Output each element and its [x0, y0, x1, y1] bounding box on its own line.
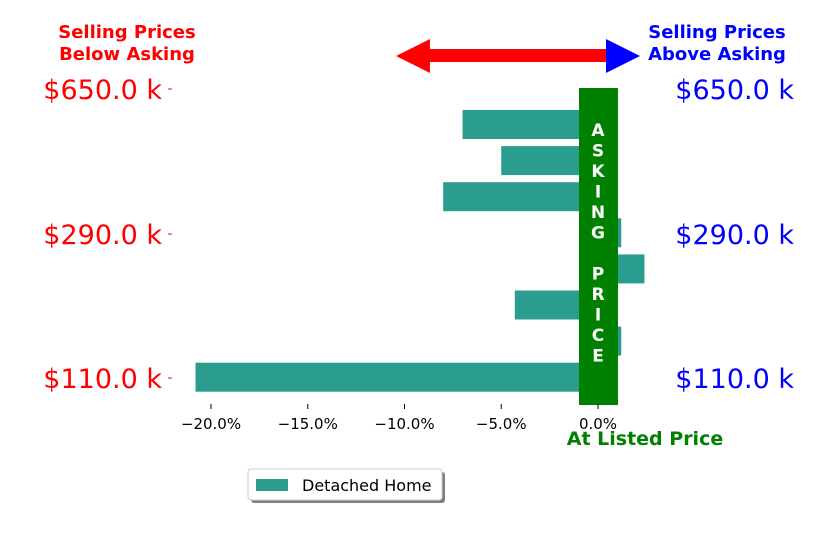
at-listed-price-label: At Listed Price [567, 428, 723, 450]
x-tick-label: 0.0% [579, 415, 617, 433]
asking-price-letter: P [592, 265, 604, 285]
x-tick-label: −20.0% [181, 415, 241, 433]
legend-box [247, 468, 443, 501]
y-axis-left: $110.0 k $290.0 k $650.0 k [43, 75, 172, 395]
y-tick-label-right: $110.0 k [675, 364, 794, 395]
below-asking-label-line2: Below Asking [59, 44, 195, 65]
arrow-shaft-red [428, 49, 608, 62]
x-tick-label: −15.0% [278, 415, 338, 433]
below-asking-label-line1: Selling Prices [58, 22, 195, 43]
y-tick-label-right: $290.0 k [675, 220, 794, 251]
arrow-right-head-icon [606, 39, 640, 73]
bar-5 [443, 182, 598, 212]
asking-price-letter: K [591, 162, 605, 182]
y-axis-right: $110.0 k $290.0 k $650.0 k [675, 75, 794, 395]
asking-price-letter: E [592, 347, 604, 367]
asking-price-letter: I [595, 183, 601, 203]
bar-7 [462, 110, 598, 139]
arrow-left-head-icon [396, 39, 430, 73]
x-axis: −20.0% −15.0% −10.0% −5.0% 0.0% [181, 404, 617, 433]
y-tick-label-left: $290.0 k [43, 220, 162, 251]
asking-price-letter: S [592, 142, 604, 162]
asking-price-band [579, 88, 618, 405]
legend: Detached Home [247, 468, 445, 503]
legend-swatch [256, 479, 288, 491]
asking-price-letter: I [595, 306, 601, 326]
y-tick-label-left: $110.0 k [43, 364, 162, 395]
asking-price-letter: C [592, 326, 604, 346]
y-tick-label-left: $650.0 k [43, 75, 162, 106]
bar-0 [195, 362, 598, 392]
bars-group [195, 110, 645, 392]
asking-price-letter: R [591, 285, 604, 305]
x-tick-label: −5.0% [476, 415, 527, 433]
asking-price-letter: G [591, 224, 605, 244]
above-asking-label-line2: Above Asking [648, 44, 786, 65]
above-asking-label-line1: Selling Prices [648, 22, 785, 43]
asking-price-letter: N [591, 203, 605, 223]
y-tick-label-right: $650.0 k [675, 75, 794, 106]
asking-price-letter: A [591, 121, 605, 141]
direction-arrow [396, 39, 640, 73]
legend-label: Detached Home [302, 476, 432, 495]
x-tick-label: −10.0% [374, 415, 434, 433]
